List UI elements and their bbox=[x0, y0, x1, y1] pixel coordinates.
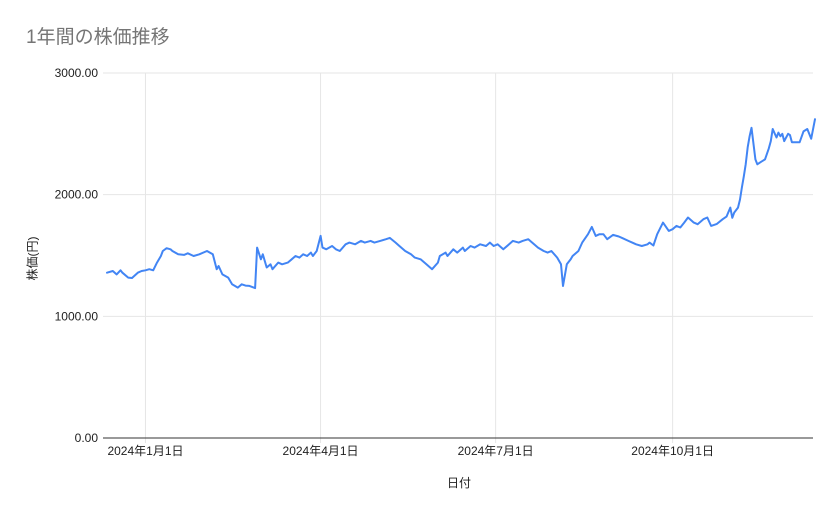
x-tick-label: 2024年7月1日 bbox=[458, 444, 534, 458]
x-tick-label: 2024年4月1日 bbox=[283, 444, 359, 458]
chart-title: 1年間の株価推移 bbox=[26, 27, 170, 48]
y-tick-label: 1000.00 bbox=[55, 309, 99, 323]
y-tick-label: 2000.00 bbox=[55, 188, 99, 202]
y-tick-label: 3000.00 bbox=[55, 66, 99, 80]
x-axis-title: 日付 bbox=[446, 476, 471, 490]
price-line bbox=[106, 118, 816, 290]
y-tick-label: 0.00 bbox=[75, 431, 99, 445]
x-tick-label: 2024年1月1日 bbox=[107, 444, 183, 458]
x-tick-label: 2024年10月1日 bbox=[631, 444, 714, 458]
y-axis-title: 株価(円) bbox=[25, 236, 40, 281]
